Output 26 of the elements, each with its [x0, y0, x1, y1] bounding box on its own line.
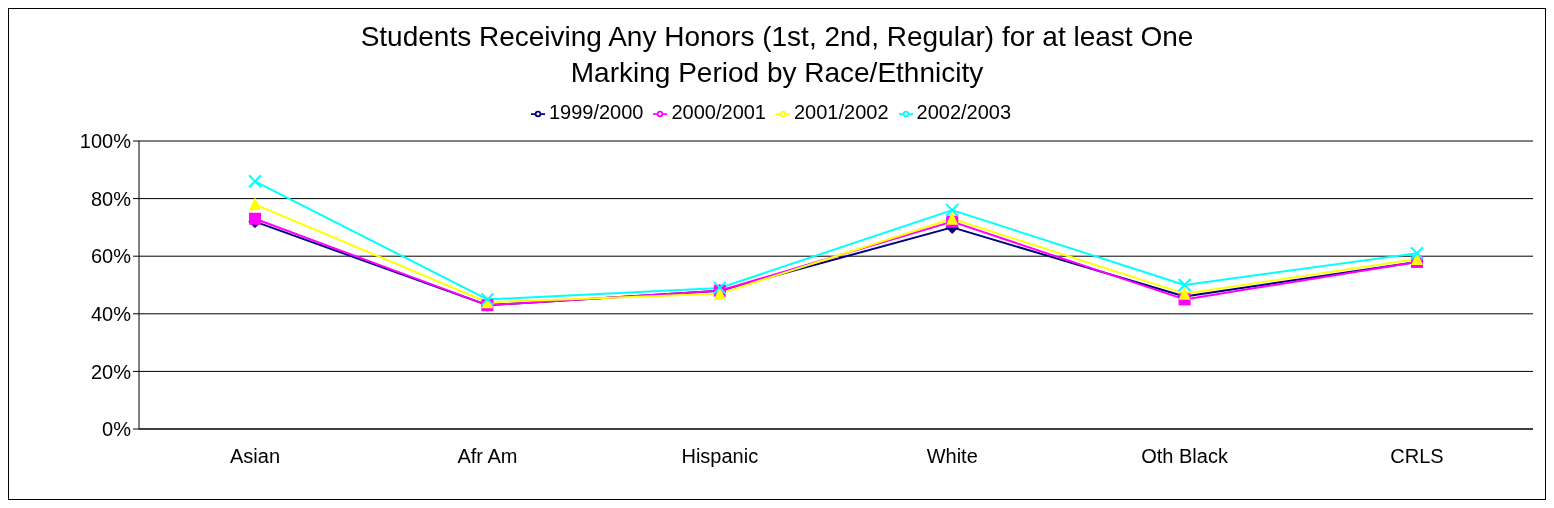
x-tick-label: Hispanic [681, 445, 759, 468]
point [945, 203, 960, 218]
legend-label: 1999/2000 [548, 101, 644, 123]
x-tick-label: CRLS [1390, 445, 1444, 468]
x-tick-label: Afr Am [457, 445, 518, 468]
point [248, 174, 262, 189]
x-tick-label: White [926, 445, 978, 468]
y-tick-label: 100% [79, 130, 132, 153]
y-tick-label: 80% [90, 187, 132, 210]
legend-label: 2000/2001 [671, 101, 766, 123]
chart-title: Students Receiving Any Honors (1st, 2nd, Regular) for at least One Marking Period by Race/Ethnicity [359, 20, 1195, 90]
legend-label: 2001/2002 [794, 101, 889, 123]
point [946, 211, 959, 225]
point [1178, 286, 1191, 300]
point [249, 212, 261, 225]
y-tick-label: 40% [90, 302, 132, 325]
x-tick-label: Asian [229, 445, 281, 468]
y-tick-label: 0% [102, 418, 132, 441]
point [1410, 246, 1424, 261]
legend-label: 2002/2003 [916, 101, 1012, 123]
y-tick-label: 20% [90, 360, 132, 383]
y-tick-label: 60% [90, 245, 132, 268]
point [1177, 278, 1192, 292]
x-tick-label: Oth Black [1141, 445, 1229, 468]
point [249, 197, 261, 211]
point [712, 280, 727, 295]
